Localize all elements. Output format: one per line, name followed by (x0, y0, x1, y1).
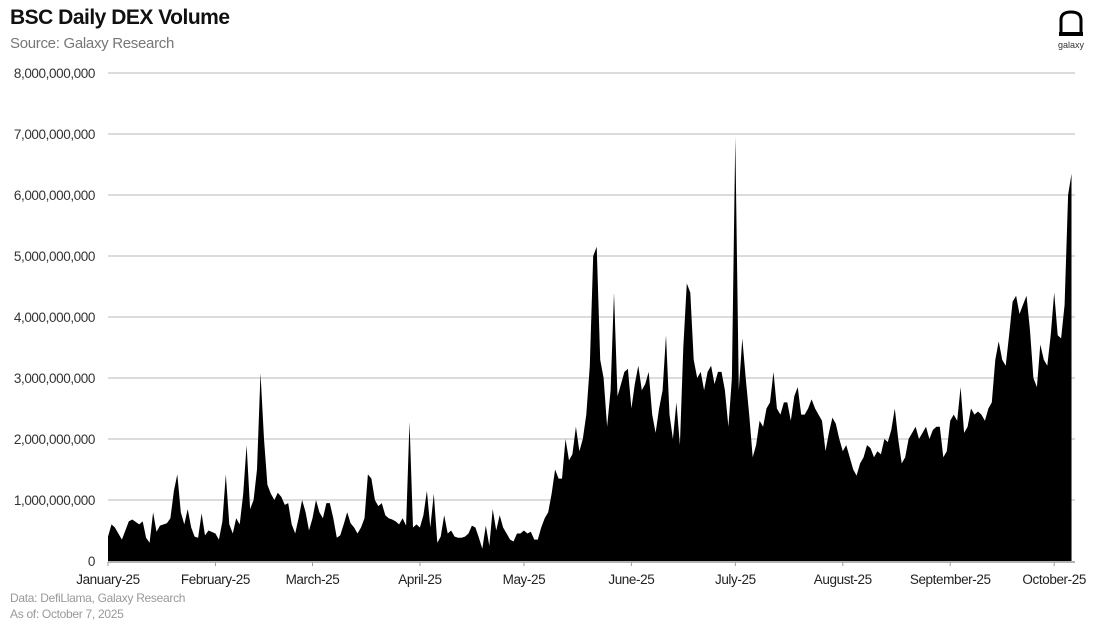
x-tick-label: July-25 (715, 572, 756, 587)
chart-subtitle: Source: Galaxy Research (10, 35, 175, 52)
y-tick-label: 4,000,000,000 (14, 310, 95, 325)
y-tick-label: 1,000,000,000 (14, 493, 95, 508)
x-axis-ticks (107, 562, 1055, 566)
y-tick-label: 7,000,000,000 (14, 127, 95, 142)
x-tick-label: June-25 (608, 572, 654, 587)
x-tick-label: October-25 (1022, 572, 1086, 587)
y-axis-labels: 0 1,000,000,000 2,000,000,000 3,000,000,000… (14, 66, 96, 569)
y-tick-label: 2,000,000,000 (14, 432, 95, 447)
x-axis-labels: January-25 February-25 March-25 April-25 May… (76, 572, 1086, 587)
y-tick-label: 5,000,000,000 (14, 249, 95, 264)
data-source-note: Data: DefiLlama, Galaxy Research (10, 591, 186, 605)
area-chart: 0 1,000,000,000 2,000,000,000 3,000,000,000… (14, 66, 1087, 587)
as-of-date: As of: October 7, 2025 (10, 607, 124, 621)
logo-text: galaxy (1057, 40, 1084, 50)
x-tick-label: March-25 (286, 572, 340, 587)
galaxy-logo: galaxy (1052, 8, 1092, 56)
y-tick-label: 8,000,000,000 (14, 66, 95, 81)
y-tick-label: 6,000,000,000 (14, 188, 95, 203)
y-tick-label: 0 (88, 554, 95, 569)
x-tick-label: February-25 (181, 572, 250, 587)
x-tick-label: May-25 (503, 572, 546, 587)
x-tick-label: August-25 (814, 572, 872, 587)
volume-area (108, 137, 1072, 561)
y-tick-label: 3,000,000,000 (14, 371, 95, 386)
galaxy-logo-icon (1059, 10, 1083, 36)
chart-title: BSC Daily DEX Volume (10, 6, 230, 29)
x-tick-label: September-25 (910, 572, 991, 587)
x-tick-label: January-25 (76, 572, 140, 587)
x-tick-label: April-25 (398, 572, 441, 587)
